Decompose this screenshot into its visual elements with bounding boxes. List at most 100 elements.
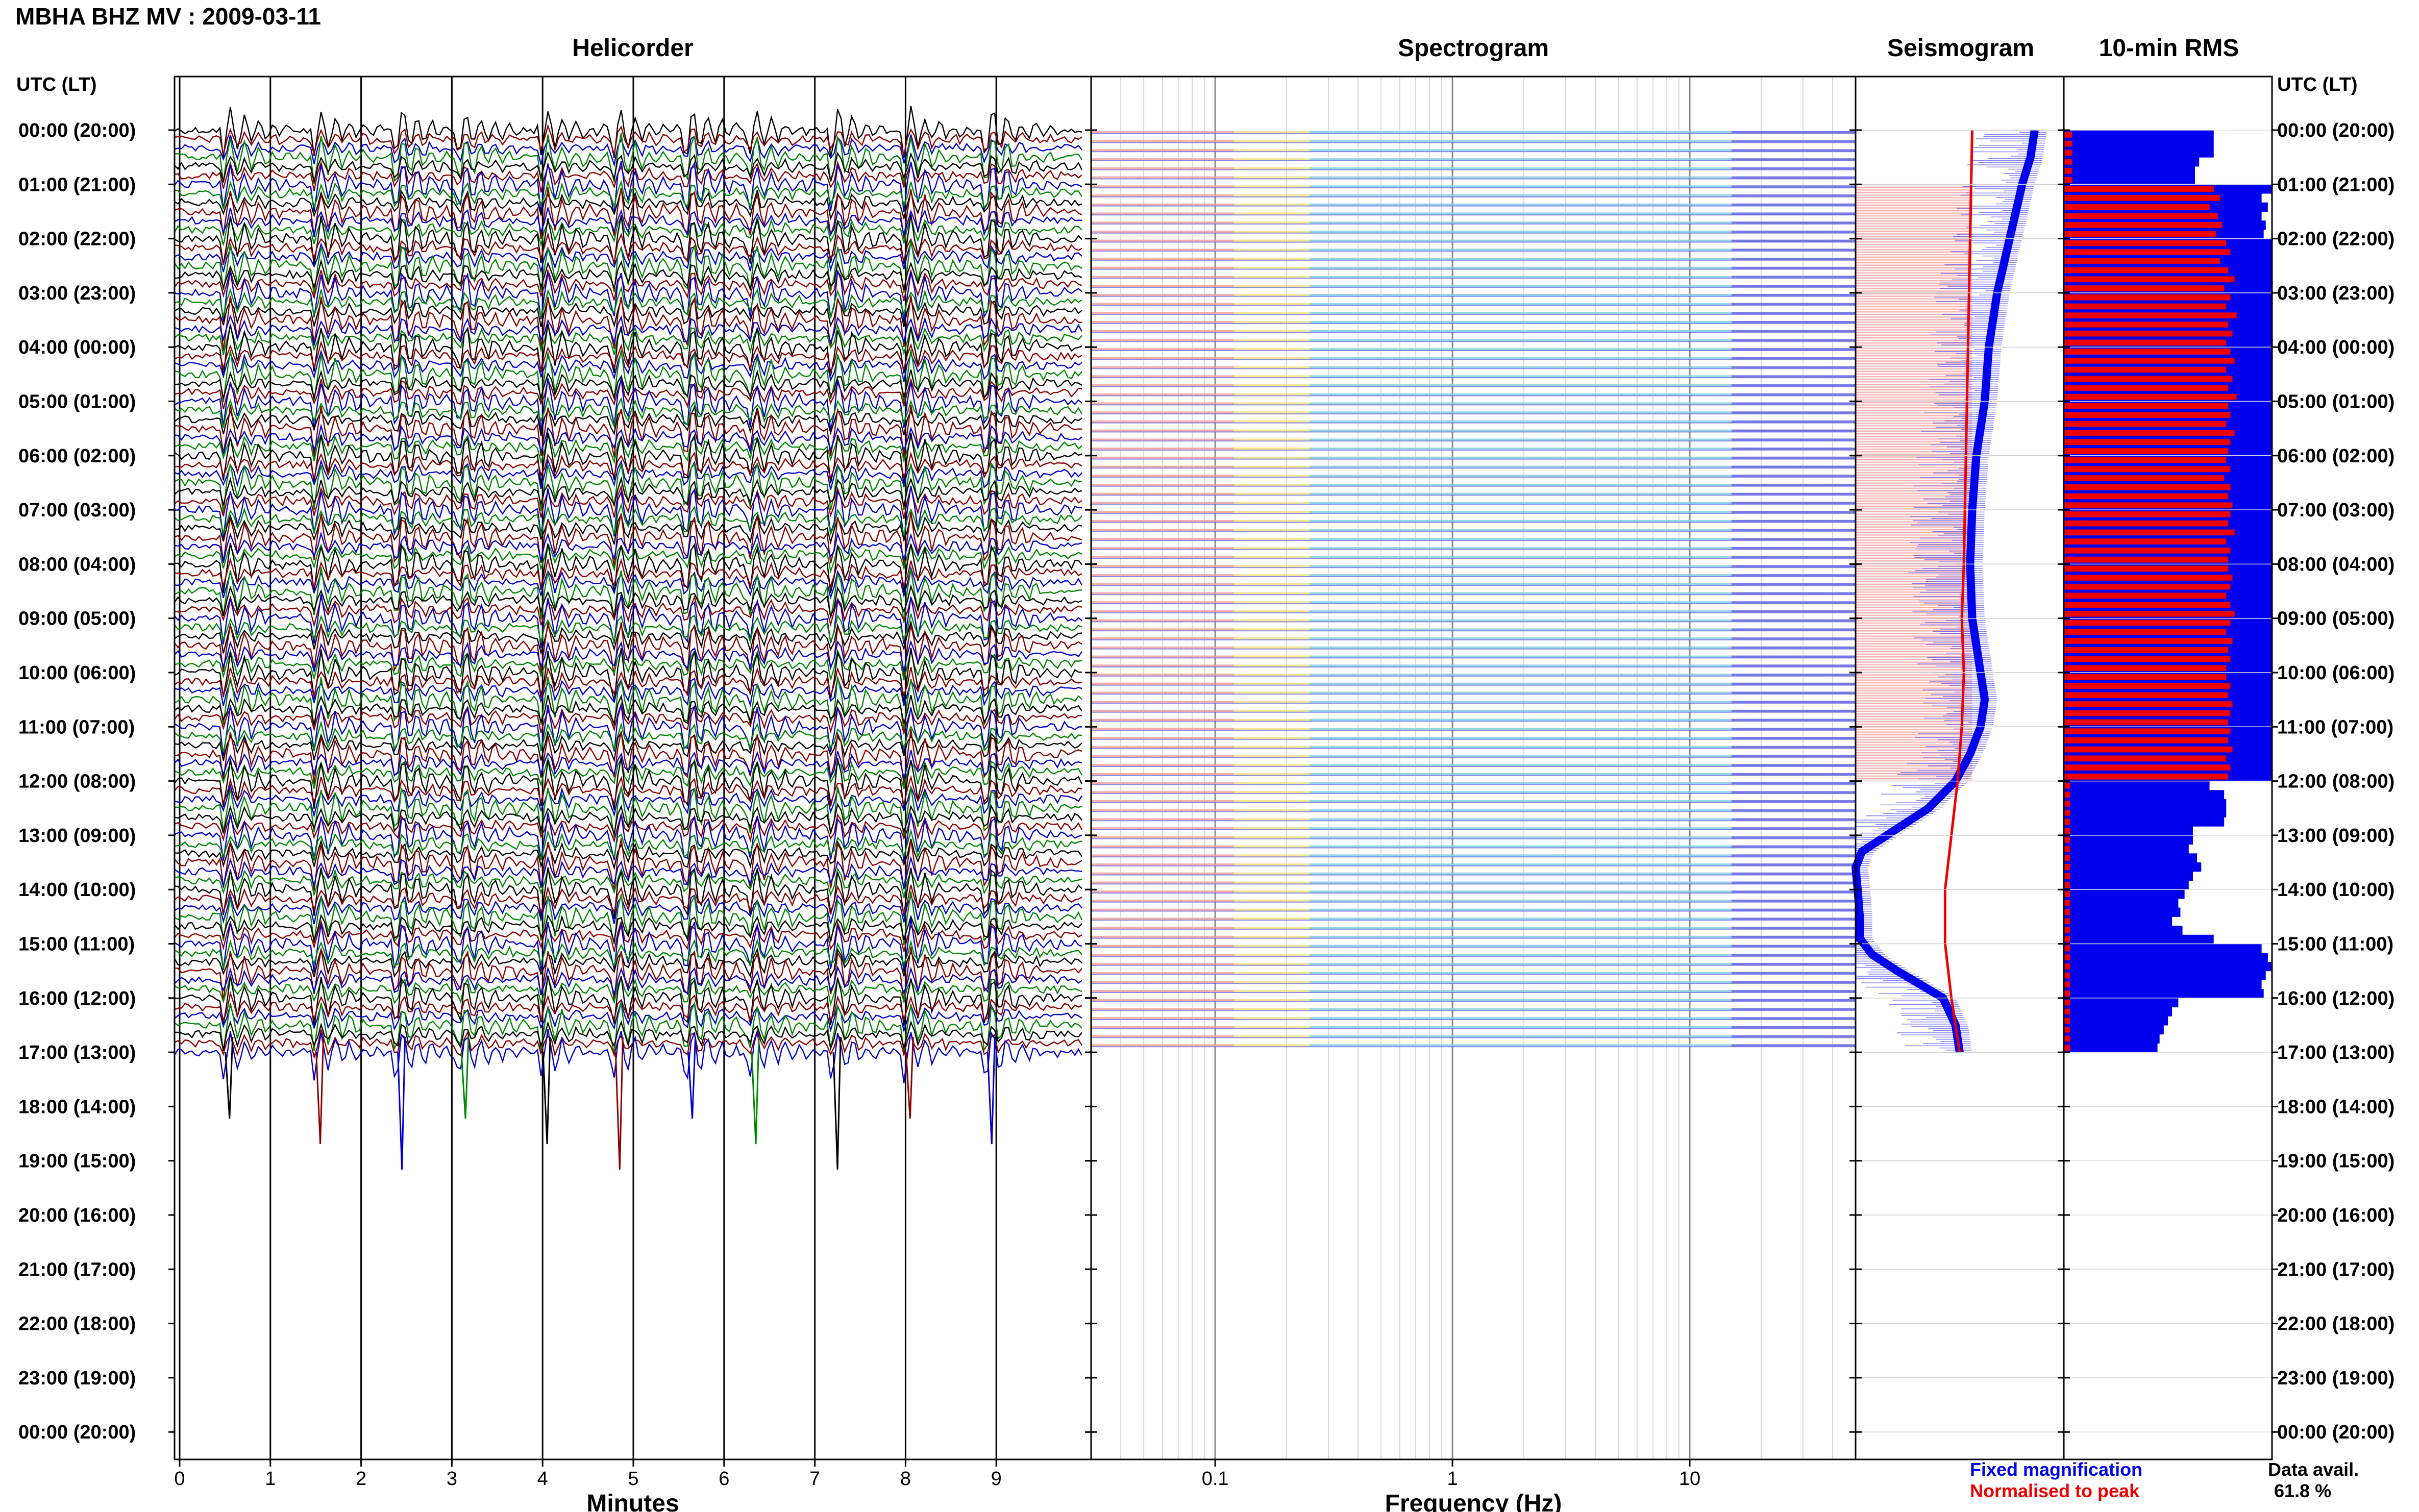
spectrogram-band: [1731, 502, 1856, 504]
rms-normalised-bar: [2064, 701, 2233, 707]
rms-fixed-bar: [2064, 148, 2214, 158]
spectrogram-band: [1310, 664, 1732, 667]
spectrogram-band: [1731, 249, 1856, 251]
rms-normalised-bar: [2064, 159, 2072, 165]
spectrogram-band: [1233, 972, 1310, 975]
spectrogram-band: [1091, 420, 1234, 423]
spectrogram-band: [1310, 782, 1732, 784]
legend-fixed-magnification: Fixed magnification: [1970, 1459, 2142, 1480]
spectrogram-band: [1091, 601, 1234, 604]
spectrogram-band: [1091, 149, 1234, 152]
spectrogram-band: [1731, 185, 1856, 188]
spectrogram-band: [1731, 402, 1856, 405]
spectrogram-band: [1310, 266, 1732, 269]
spectrogram-band: [1310, 366, 1732, 369]
spectrogram-band: [1091, 212, 1234, 215]
spectrogram-band: [1731, 131, 1856, 134]
rms-normalised-bar: [2064, 918, 2070, 925]
spectrogram-band: [1731, 258, 1856, 260]
helicorder-trace: [174, 648, 1082, 681]
spectrogram-band: [1310, 185, 1732, 188]
helicorder-trace: [174, 369, 1082, 401]
spectrogram-band: [1310, 158, 1732, 161]
helicorder-trace: [174, 704, 1082, 756]
rms-normalised-bar: [2064, 186, 2214, 192]
rms-fixed-bar: [2064, 139, 2214, 148]
rms-fixed-bar: [2064, 175, 2195, 185]
spectrogram-band: [1310, 945, 1732, 947]
spectrogram-band: [1310, 972, 1732, 975]
rms-fixed-bar: [2064, 953, 2268, 962]
helicorder-event-spike: [905, 1037, 914, 1119]
spectrogram-band: [1233, 755, 1310, 757]
rms-normalised-bar: [2064, 547, 2231, 554]
helicorder-trace: [174, 1000, 1082, 1033]
spectrogram-band: [1091, 800, 1234, 803]
seismogram-normalised-line: [1943, 130, 1973, 1053]
spectrogram-band: [1091, 158, 1234, 161]
spectrogram-band: [1091, 547, 1234, 550]
spectrogram-band: [1091, 764, 1234, 766]
rms-normalised-bar: [2064, 430, 2235, 436]
helicorder-trace: [174, 513, 1082, 545]
spectrogram-band: [1091, 140, 1234, 143]
spectrogram-band: [1233, 366, 1310, 369]
rms-normalised-bar: [2064, 819, 2070, 825]
spectrogram-band: [1731, 918, 1856, 920]
helicorder-trace: [174, 622, 1082, 678]
spectrogram-band: [1731, 194, 1856, 197]
helicorder-trace: [174, 349, 1082, 404]
rms-normalised-bar: [2064, 692, 2229, 699]
spectrogram-band: [1731, 854, 1856, 857]
spectrogram-band: [1731, 899, 1856, 902]
minute-tick-label: 7: [809, 1468, 820, 1490]
spectrogram-band: [1731, 293, 1856, 296]
helicorder-trace: [174, 613, 1082, 644]
rms-normalised-bar: [2064, 927, 2070, 933]
helicorder-trace: [174, 867, 1082, 898]
spectrogram-band: [1233, 420, 1310, 423]
rms-normalised-bar: [2064, 493, 2229, 500]
seismogram-plot: [1852, 129, 2064, 1432]
rms-normalised-bar: [2064, 809, 2070, 816]
helicorder-trace: [174, 423, 1082, 455]
helicorder-trace: [174, 207, 1082, 237]
rms-normalised-bar: [2064, 303, 2227, 310]
rms-fixed-bar: [2064, 880, 2189, 890]
spectrogram-band: [1310, 818, 1732, 821]
helicorder-event-spike: [687, 1037, 697, 1119]
spectrogram-band: [1310, 357, 1732, 360]
rms-normalised-bar: [2064, 529, 2235, 536]
rms-normalised-bar: [2064, 140, 2072, 147]
spectrogram-band: [1091, 502, 1234, 504]
spectrogram-band: [1731, 927, 1856, 929]
minute-tick-label: 2: [356, 1468, 366, 1490]
rms-normalised-bar: [2064, 339, 2227, 346]
spectrogram-band: [1091, 809, 1234, 812]
spectrogram-band: [1233, 149, 1310, 152]
spectrogram-band: [1731, 845, 1856, 848]
spectrogram-band: [1731, 492, 1856, 495]
helicorder-event-spike: [542, 1037, 551, 1145]
rms-fixed-bar: [2064, 926, 2183, 935]
spectrogram-band: [1731, 583, 1856, 586]
helicorder-trace: [174, 430, 1082, 464]
rms-normalised-bar: [2064, 1045, 2070, 1051]
spectrogram-band: [1310, 393, 1732, 396]
spectrogram-band: [1091, 999, 1234, 1002]
spectrogram-band: [1310, 483, 1732, 486]
helicorder-trace: [174, 542, 1082, 574]
spectrogram-band: [1310, 827, 1732, 830]
minute-tick-label: 6: [719, 1468, 729, 1490]
spectrogram-band: [1091, 827, 1234, 830]
helicorder-trace: [174, 405, 1082, 436]
spectrogram-band: [1233, 664, 1310, 667]
helicorder-trace: [174, 750, 1082, 780]
rms-fixed-bar: [2064, 835, 2193, 845]
rms-fixed-bar: [2064, 980, 2262, 989]
spectrogram-band: [1731, 438, 1856, 441]
spectrogram-band: [1233, 981, 1310, 983]
rms-normalised-bar: [2064, 945, 2070, 952]
rms-normalised-bar: [2064, 990, 2070, 997]
spectrogram-band: [1233, 872, 1310, 875]
